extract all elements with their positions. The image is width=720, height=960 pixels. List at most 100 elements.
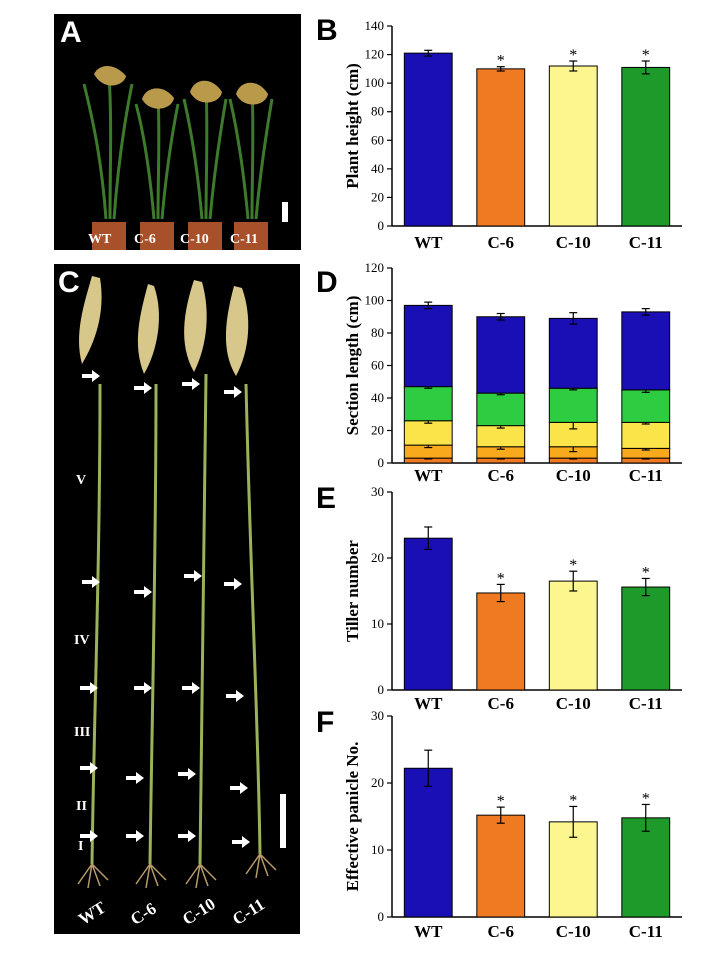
photo-a-label-c6: C-6 (134, 232, 156, 247)
stacked-bar-segment (476, 425, 526, 448)
bar (548, 580, 598, 691)
bar (621, 66, 671, 227)
stacked-bar-segment (476, 316, 526, 394)
y-tick-label: 140 (365, 18, 385, 33)
significance-marker: * (497, 793, 505, 810)
stacked-bar-segment (621, 311, 671, 391)
significance-marker: * (569, 792, 577, 809)
scale-bar (282, 202, 288, 222)
plant-c10 (182, 80, 228, 220)
plant-c11 (228, 82, 274, 220)
bar (403, 52, 453, 227)
significance-marker: * (497, 570, 505, 587)
pot-c6 (140, 222, 174, 250)
panel-letter-a: A (60, 16, 82, 49)
x-tick-label: C-11 (629, 922, 663, 941)
panel-letter-d: D (316, 266, 338, 299)
x-tick-label: C-6 (488, 466, 514, 485)
panel-letter-f: F (316, 706, 335, 739)
y-tick-label: 80 (371, 104, 384, 119)
stacked-bar-segment (476, 392, 526, 427)
y-tick-label: 20 (371, 423, 384, 438)
y-tick-label: 10 (371, 842, 384, 857)
x-tick-label: C-11 (629, 233, 663, 252)
panel-letter-b: B (316, 14, 338, 47)
x-tick-label: C-6 (488, 233, 514, 252)
y-tick-label: 30 (371, 484, 384, 499)
x-tick-label: C-10 (556, 466, 591, 485)
chart-effective-panicle: 0 10 20 30 Effective panicle No. WT * C-6 * C-10 *… (343, 708, 682, 941)
significance-marker: * (642, 564, 650, 581)
stacked-bar-segment (403, 304, 453, 388)
bar (621, 586, 671, 691)
photo-a-label-wt: WT (88, 232, 112, 247)
stacked-bar-segment (621, 421, 671, 449)
bar (403, 537, 453, 691)
x-tick-label: WT (414, 694, 443, 712)
x-tick-label: C-10 (556, 233, 591, 252)
y-tick-label: 10 (371, 616, 384, 631)
x-tick-label: WT (414, 466, 443, 485)
y-axis-label: Section length (cm) (343, 296, 362, 436)
stacked-bar-segment (548, 387, 598, 423)
node-arrows (80, 370, 250, 848)
photo-c-label-c6: C-6 (127, 899, 160, 929)
y-tick-label: 20 (371, 775, 384, 790)
y-tick-label: 0 (378, 455, 385, 470)
section-label-ii: II (76, 799, 87, 814)
x-tick-label: WT (414, 233, 443, 252)
x-tick-label: C-6 (488, 922, 514, 941)
chart-section-length: 0 20 40 60 80 100 120 Section length (cm) WT C-6 C… (343, 260, 682, 485)
y-tick-label: 0 (378, 682, 385, 697)
chart-plant-height: 0 20 40 60 80 100 120 140 Plant height (cm) WT * C-… (343, 18, 682, 252)
x-tick-label: WT (414, 922, 443, 941)
y-axis-label: Tiller number (343, 540, 362, 642)
pot-wt (92, 222, 126, 250)
section-label-v: V (76, 473, 86, 488)
bar (403, 767, 453, 918)
section-label-i: I (78, 839, 83, 854)
photo-a-label-c11: C-11 (230, 232, 258, 247)
stacked-bar-segment (403, 386, 453, 422)
bar (548, 65, 598, 227)
y-tick-label: 0 (378, 909, 385, 924)
y-tick-label: 60 (371, 132, 384, 147)
roots (77, 853, 277, 889)
y-tick-label: 80 (371, 325, 384, 340)
y-tick-label: 100 (365, 75, 385, 90)
bar (621, 817, 671, 918)
plant-c6 (134, 88, 180, 220)
x-tick-label: C-10 (556, 694, 591, 712)
rice-stems-photo: V IV III II I WT C-6 C-10 C-11 (74, 276, 286, 929)
y-axis-label: Effective panicle No. (343, 742, 362, 892)
x-tick-label: C-6 (488, 694, 514, 712)
y-tick-label: 100 (365, 293, 385, 308)
y-tick-label: 120 (365, 260, 385, 275)
pot-c11 (234, 222, 268, 250)
significance-marker: * (497, 53, 505, 70)
photo-panel-c: V IV III II I WT C-6 C-10 C-11 C (54, 264, 300, 934)
section-label-iv: IV (74, 633, 90, 648)
photo-c-label-wt: WT (75, 897, 110, 928)
chart-tiller-number: 0 10 20 30 Tiller number WT * C-6 * C-10 * C-11 (343, 484, 682, 712)
bar (476, 68, 526, 227)
pot-c10 (188, 222, 222, 250)
y-tick-label: 30 (371, 708, 384, 723)
y-tick-label: 20 (371, 550, 384, 565)
y-tick-label: 40 (371, 161, 384, 176)
significance-marker: * (642, 47, 650, 64)
stacked-bar-segment (621, 389, 671, 423)
y-axis-label: Plant height (cm) (343, 63, 362, 189)
y-tick-label: 0 (378, 218, 385, 233)
photo-panel-a: WT C-6 C-10 C-11 A (54, 14, 301, 250)
y-tick-label: 20 (371, 189, 384, 204)
panel-letter-c: C (58, 266, 80, 299)
photo-a-label-c10: C-10 (180, 232, 209, 247)
stacked-bar-segment (548, 317, 598, 389)
stems (90, 373, 262, 865)
x-tick-label: C-11 (629, 466, 663, 485)
plant-wt (82, 66, 134, 220)
photo-c-label-c11: C-11 (229, 895, 268, 929)
y-tick-label: 40 (371, 390, 384, 405)
section-label-iii: III (74, 725, 90, 740)
